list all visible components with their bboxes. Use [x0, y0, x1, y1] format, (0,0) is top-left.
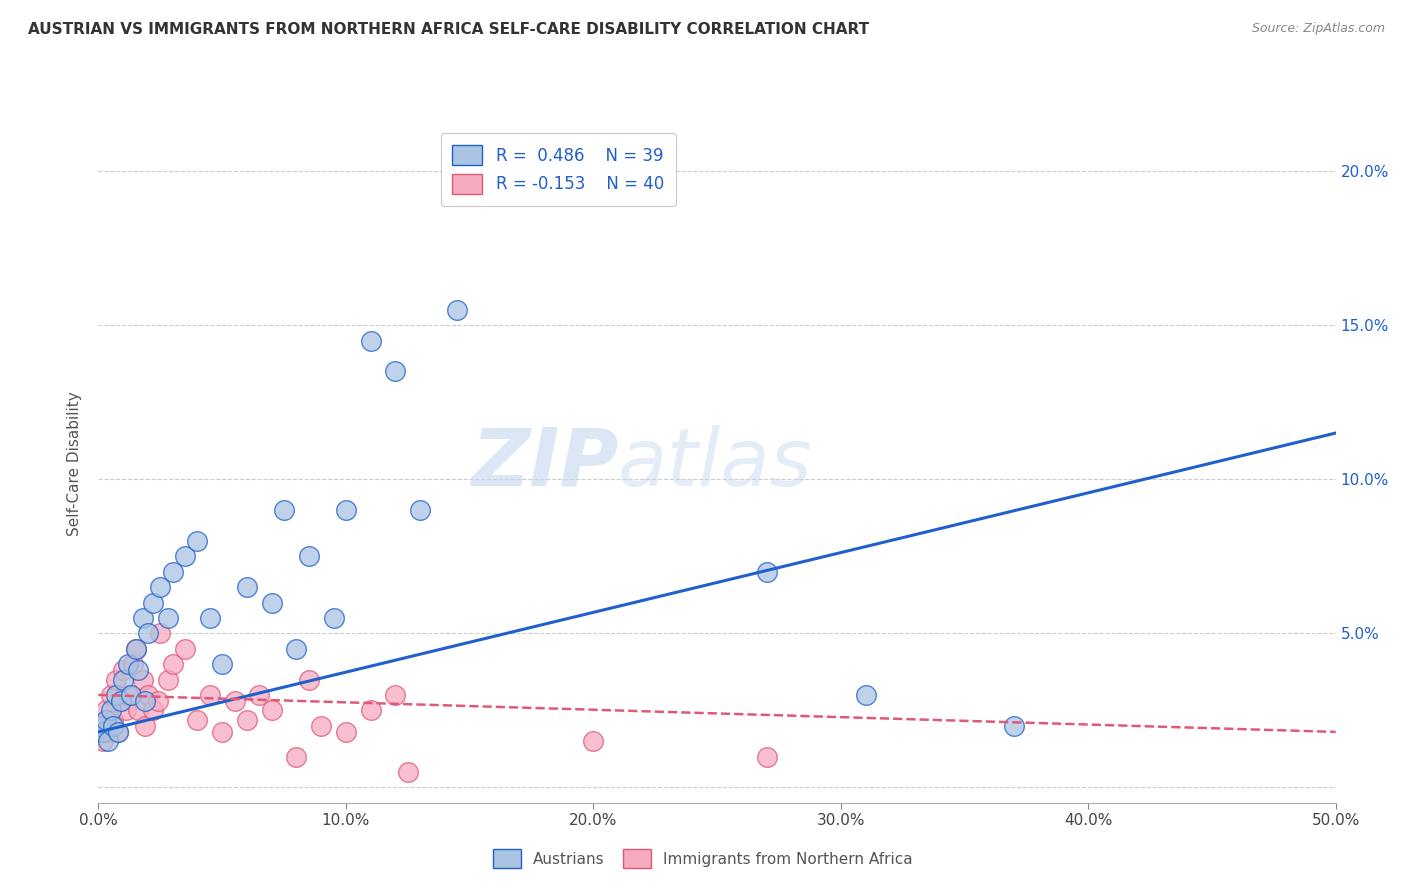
Point	[110, 694, 132, 708]
Point	[103, 713, 125, 727]
Point	[186, 713, 208, 727]
Text: ZIP: ZIP	[471, 425, 619, 503]
Point	[132, 611, 155, 625]
Point	[142, 703, 165, 717]
Point	[335, 725, 357, 739]
Point	[94, 703, 117, 717]
Point	[90, 719, 112, 733]
Point	[224, 694, 246, 708]
Point	[107, 725, 129, 739]
Y-axis label: Self-Care Disability: Self-Care Disability	[67, 392, 83, 536]
Point	[273, 503, 295, 517]
Point	[156, 611, 179, 625]
Point	[156, 673, 179, 687]
Point	[384, 688, 406, 702]
Point	[142, 595, 165, 609]
Point	[146, 694, 169, 708]
Point	[132, 673, 155, 687]
Point	[309, 719, 332, 733]
Point	[162, 657, 184, 672]
Point	[103, 719, 125, 733]
Point	[298, 549, 321, 564]
Point	[162, 565, 184, 579]
Point	[90, 719, 112, 733]
Point	[322, 611, 344, 625]
Text: AUSTRIAN VS IMMIGRANTS FROM NORTHERN AFRICA SELF-CARE DISABILITY CORRELATION CHA: AUSTRIAN VS IMMIGRANTS FROM NORTHERN AFR…	[28, 22, 869, 37]
Point	[110, 694, 132, 708]
Point	[120, 688, 142, 702]
Point	[186, 533, 208, 548]
Point	[174, 549, 197, 564]
Point	[198, 611, 221, 625]
Point	[247, 688, 270, 702]
Point	[855, 688, 877, 702]
Point	[360, 703, 382, 717]
Point	[211, 725, 233, 739]
Point	[127, 663, 149, 677]
Point	[117, 657, 139, 672]
Point	[211, 657, 233, 672]
Point	[236, 580, 259, 594]
Point	[298, 673, 321, 687]
Point	[1002, 719, 1025, 733]
Point	[97, 734, 120, 748]
Point	[134, 719, 156, 733]
Point	[104, 673, 127, 687]
Point	[93, 725, 115, 739]
Point	[93, 734, 115, 748]
Point	[107, 725, 129, 739]
Point	[360, 334, 382, 348]
Point	[122, 657, 145, 672]
Point	[114, 703, 136, 717]
Point	[149, 626, 172, 640]
Point	[755, 749, 778, 764]
Point	[136, 688, 159, 702]
Point	[198, 688, 221, 702]
Point	[396, 764, 419, 779]
Point	[174, 641, 197, 656]
Point	[446, 302, 468, 317]
Point	[124, 641, 146, 656]
Point	[127, 703, 149, 717]
Point	[236, 713, 259, 727]
Point	[112, 673, 135, 687]
Point	[409, 503, 432, 517]
Point	[260, 595, 283, 609]
Point	[136, 626, 159, 640]
Point	[149, 580, 172, 594]
Text: Source: ZipAtlas.com: Source: ZipAtlas.com	[1251, 22, 1385, 36]
Point	[285, 641, 308, 656]
Point	[755, 565, 778, 579]
Point	[97, 725, 120, 739]
Point	[117, 688, 139, 702]
Legend: R =  0.486    N = 39, R = -0.153    N = 40: R = 0.486 N = 39, R = -0.153 N = 40	[441, 133, 676, 205]
Point	[335, 503, 357, 517]
Point	[100, 688, 122, 702]
Point	[104, 688, 127, 702]
Text: atlas: atlas	[619, 425, 813, 503]
Point	[134, 694, 156, 708]
Point	[384, 364, 406, 378]
Point	[285, 749, 308, 764]
Legend: Austrians, Immigrants from Northern Africa: Austrians, Immigrants from Northern Afri…	[486, 841, 920, 875]
Point	[94, 713, 117, 727]
Point	[582, 734, 605, 748]
Point	[100, 703, 122, 717]
Point	[260, 703, 283, 717]
Point	[124, 641, 146, 656]
Point	[112, 663, 135, 677]
